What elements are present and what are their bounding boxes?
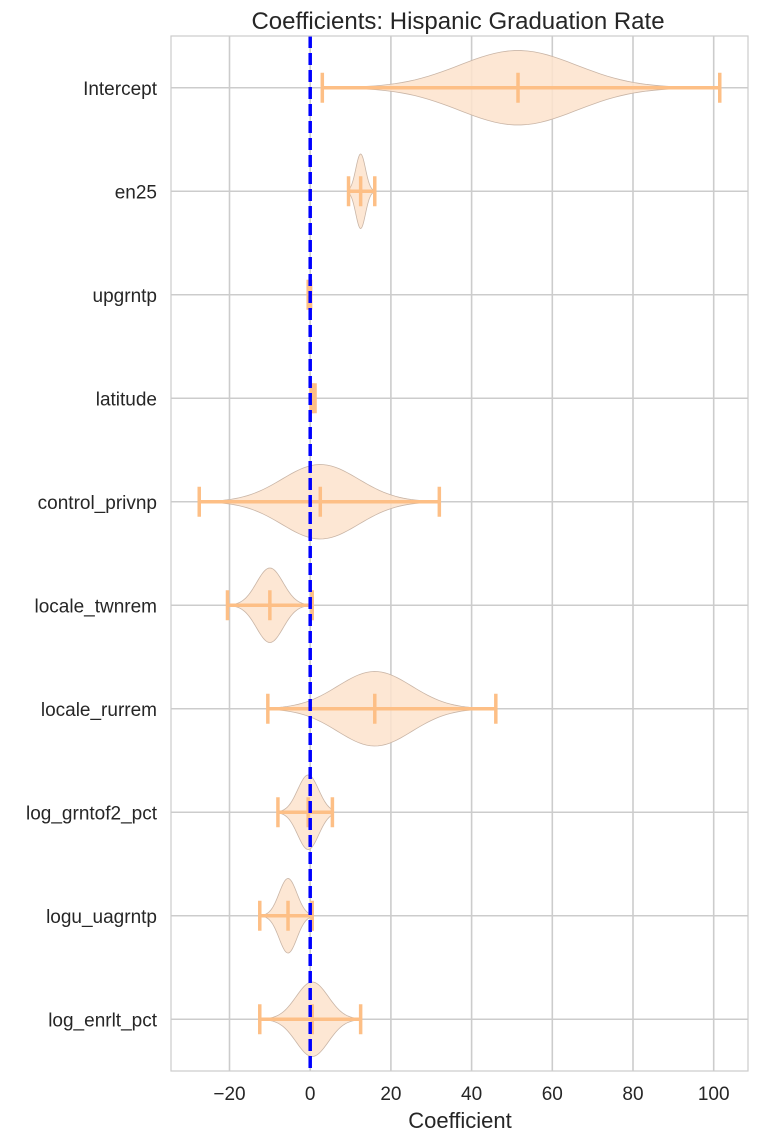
y-tick-label: log_enrlt_pct — [48, 1010, 158, 1031]
y-tick-label: upgrntp — [93, 286, 157, 307]
y-tick-label: logu_uagrntp — [46, 907, 157, 928]
y-tick-label: latitude — [96, 389, 157, 410]
y-tick-label: locale_rurrem — [41, 700, 157, 721]
x-tick-label: 60 — [542, 1084, 563, 1105]
x-tick-label: −20 — [213, 1084, 245, 1105]
plot-frame — [170, 35, 749, 1072]
violin-layer — [198, 50, 721, 1057]
y-tick-labels: Intercept en25 upgrntp latitude control_priv… — [26, 79, 158, 1032]
x-tick-label: 100 — [698, 1084, 730, 1105]
y-tick-label: locale_twnrem — [35, 596, 158, 617]
x-tick-label: 20 — [380, 1084, 401, 1105]
y-tick-label: Intercept — [83, 79, 158, 100]
grid-layer — [171, 36, 748, 1071]
x-axis-title: Coefficient — [408, 1108, 512, 1133]
y-tick-label: log_grntof2_pct — [26, 803, 158, 824]
x-tick-labels: −20 0 20 40 60 80 100 — [213, 1084, 729, 1105]
x-tick-label: 80 — [622, 1084, 643, 1105]
x-tick-label: 40 — [461, 1084, 482, 1105]
chart-title: Coefficients: Hispanic Graduation Rate — [251, 8, 664, 35]
y-tick-label: en25 — [115, 182, 157, 203]
whisker-layer — [197, 72, 722, 1035]
y-tick-label: control_privnp — [38, 493, 157, 514]
x-tick-label: 0 — [305, 1084, 316, 1105]
